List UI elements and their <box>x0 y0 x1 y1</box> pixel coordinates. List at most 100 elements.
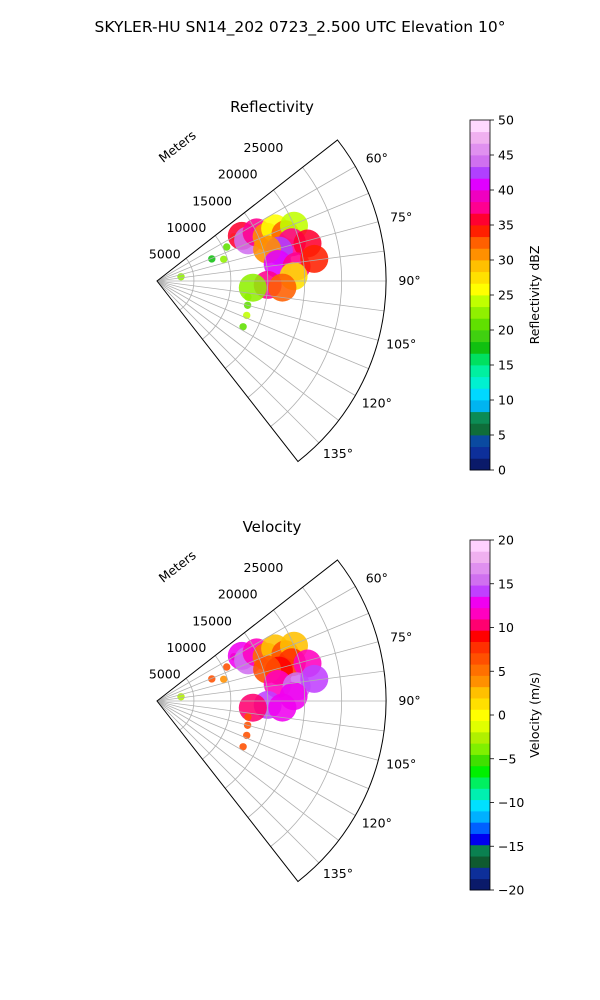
reflectivity-colorbar-segment <box>470 260 490 273</box>
velocity-colorbar-segment <box>470 788 490 801</box>
velocity-colorbar-segment <box>470 573 490 586</box>
reflectivity-colorbar-segment <box>470 318 490 331</box>
velocity-azimuth-gridline <box>156 670 385 702</box>
velocity-azimuth-gridline <box>156 700 369 789</box>
velocity-colorbar-segment <box>470 709 490 722</box>
reflectivity-azimuth-tick-label: 135° <box>323 446 353 461</box>
velocity-colorbar-segment <box>470 675 490 688</box>
velocity-colorbar-segment <box>470 664 490 676</box>
velocity-azimuth-tick-label: 75° <box>390 630 412 645</box>
reflectivity-echo-19 <box>208 255 216 263</box>
reflectivity-echo-20 <box>220 255 228 263</box>
velocity-colorbar-segment <box>470 607 490 620</box>
reflectivity-colorbar-segment <box>470 306 490 319</box>
velocity-range-ring-20000 <box>247 609 306 818</box>
reflectivity-azimuth-gridline <box>156 221 379 282</box>
reflectivity-colorbar-tick-label: 45 <box>498 148 514 163</box>
reflectivity-azimuth-gridline <box>156 166 356 282</box>
velocity-colorbar-segment <box>470 540 490 552</box>
velocity-colorbar-segment <box>470 698 490 710</box>
velocity-colorbar-segment <box>470 822 490 834</box>
velocity-azimuth-tick-label: 135° <box>323 866 353 881</box>
reflectivity-azimuth-gridline <box>156 280 320 444</box>
velocity-echo-21 <box>223 663 231 671</box>
reflectivity-azimuth-tick-label: 90° <box>398 273 420 288</box>
reflectivity-colorbar-segment <box>470 330 490 343</box>
velocity-colorbar-segment <box>470 619 490 631</box>
velocity-azimuth-gridline <box>156 700 385 732</box>
reflectivity-echo-18 <box>238 273 267 302</box>
reflectivity-colorbar-segment <box>470 458 490 471</box>
reflectivity-colorbar-segment <box>470 248 490 261</box>
velocity-colorbar-tick-label: −5 <box>498 751 516 766</box>
velocity-colorbar-segment <box>470 686 490 699</box>
reflectivity-colorbar-segment <box>470 178 490 191</box>
reflectivity-colorbar-segment <box>470 190 490 203</box>
velocity-range-ring-10000 <box>202 655 232 760</box>
velocity-range-axis-label: Meters <box>156 547 199 585</box>
reflectivity-range-axis-label: Meters <box>156 127 199 165</box>
reflectivity-azimuth-tick-label: 60° <box>366 151 388 166</box>
velocity-colorbar-tick-label: 15 <box>498 576 514 591</box>
velocity-colorbar-segment <box>470 562 490 575</box>
velocity-colorbar-segment <box>470 630 490 643</box>
reflectivity-echo-23 <box>244 293 252 301</box>
velocity-colorbar-segment <box>470 731 490 744</box>
reflectivity-colorbar-segment <box>470 131 490 144</box>
reflectivity-azimuth-gridline <box>156 193 369 282</box>
velocity-azimuth-tick-label: 90° <box>398 693 420 708</box>
reflectivity-colorbar-segment <box>470 236 490 249</box>
reflectivity-colorbar-segment <box>470 166 490 179</box>
velocity-range-tick-label: 25000 <box>244 560 284 575</box>
reflectivity-range-tick-label: 5000 <box>149 246 181 261</box>
velocity-echo-19 <box>208 675 216 683</box>
figure-title: SKYLER-HU SN14_202 0723_2.500 UTC Elevat… <box>95 18 506 37</box>
reflectivity-colorbar-segment <box>470 400 490 413</box>
reflectivity-panel-title: Reflectivity <box>230 98 314 116</box>
velocity-azimuth-gridline <box>156 700 320 864</box>
reflectivity-sector-outline <box>156 139 387 463</box>
velocity-range-tick-label: 10000 <box>167 640 207 655</box>
reflectivity-azimuth-gridline <box>156 280 339 421</box>
reflectivity-azimuth-gridline <box>156 280 379 341</box>
velocity-echo-14 <box>300 664 329 693</box>
velocity-azimuth-gridline <box>156 613 369 702</box>
reflectivity-colorbar-segment <box>470 365 490 378</box>
reflectivity-colorbar-segment <box>470 225 490 238</box>
reflectivity-colorbar-segment <box>470 295 490 308</box>
velocity-colorbar-tick-label: −15 <box>498 839 524 854</box>
velocity-colorbar-segment <box>470 810 490 823</box>
velocity-colorbar-segment <box>470 641 490 654</box>
velocity-colorbar-tick-label: −10 <box>498 795 524 810</box>
velocity-polar-plot: 5000 10000 15000 20000 25000 60° 75° 90° 105° 120… <box>149 559 421 883</box>
velocity-colorbar-tick-label: 10 <box>498 620 514 635</box>
reflectivity-colorbar-label: Reflectivity dBZ <box>527 246 542 345</box>
velocity-range-tick-label: 15000 <box>192 613 232 628</box>
reflectivity-echo-21 <box>223 243 231 251</box>
reflectivity-colorbar-segment <box>470 120 490 133</box>
velocity-echo-26 <box>239 743 247 751</box>
reflectivity-colorbar-tick-label: 35 <box>498 218 514 233</box>
velocity-azimuth-tick-label: 105° <box>386 756 416 771</box>
reflectivity-range-tick-label: 15000 <box>192 193 232 208</box>
reflectivity-azimuth-gridline <box>156 250 385 282</box>
velocity-colorbar-segment <box>470 754 490 767</box>
reflectivity-range-ring-15000 <box>224 212 269 369</box>
velocity-azimuth-gridline <box>156 641 379 702</box>
velocity-panel: Velocity Meters 5000 10000 15000 20000 25000… <box>149 518 542 898</box>
reflectivity-azimuth-gridline <box>156 280 369 369</box>
velocity-colorbar-segment <box>470 551 490 563</box>
reflectivity-azimuth-tick-label: 120° <box>362 395 392 410</box>
reflectivity-colorbar-tick-label: 50 <box>498 113 514 128</box>
reflectivity-range-tick-label: 10000 <box>167 220 207 235</box>
velocity-azimuth-tick-label: 60° <box>366 571 388 586</box>
velocity-echo-20 <box>220 675 228 683</box>
reflectivity-azimuth-tick-label: 75° <box>390 210 412 225</box>
reflectivity-range-ring-20000 <box>247 189 306 398</box>
reflectivity-colorbar-tick-label: 10 <box>498 393 514 408</box>
reflectivity-echo-14 <box>300 244 329 273</box>
reflectivity-colorbar-segment <box>470 155 490 168</box>
reflectivity-azimuth-gridline <box>156 280 385 312</box>
reflectivity-colorbar-tick-label: 30 <box>498 253 514 268</box>
velocity-azimuth-tick-label: 120° <box>362 815 392 830</box>
